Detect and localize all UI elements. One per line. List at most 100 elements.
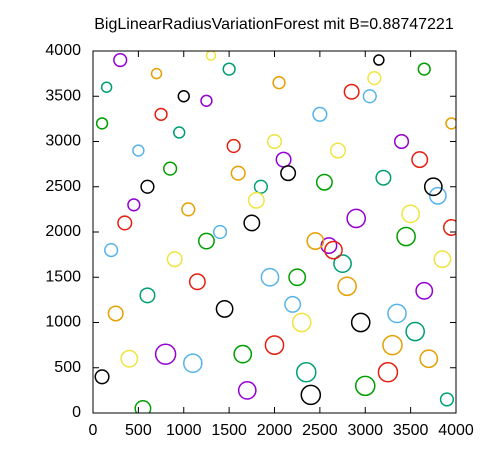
x-tick-label: 3000	[347, 422, 383, 439]
y-tick-label: 3000	[45, 133, 81, 150]
x-tick-label: 1500	[211, 422, 247, 439]
circle	[393, 133, 410, 150]
circle	[405, 321, 425, 342]
circle	[247, 191, 265, 209]
circle	[443, 219, 456, 236]
plot-frame	[92, 50, 457, 414]
circle	[94, 369, 110, 385]
circle	[291, 312, 312, 333]
circle	[183, 353, 203, 374]
circle	[205, 51, 217, 61]
circle	[354, 375, 376, 397]
circle	[350, 312, 371, 333]
circle	[100, 81, 113, 93]
circle	[337, 276, 357, 297]
circle	[166, 251, 183, 268]
circle	[120, 349, 139, 368]
circle	[233, 344, 253, 364]
circle	[411, 151, 429, 169]
circle	[132, 144, 145, 157]
circle	[197, 232, 215, 250]
circle	[330, 142, 347, 159]
circle	[95, 117, 109, 130]
circle	[222, 62, 236, 76]
circle	[295, 361, 317, 383]
circle	[417, 62, 431, 76]
circle	[188, 273, 206, 291]
circle	[324, 240, 343, 260]
chart-title: BigLinearRadiusVariationForest mit B=0.8…	[94, 16, 454, 33]
y-tick-label: 1000	[45, 314, 81, 331]
circle	[266, 133, 283, 150]
circle	[333, 254, 352, 274]
x-tick-label: 4000	[438, 422, 474, 439]
circle	[312, 106, 328, 122]
x-tick-label: 0	[89, 422, 98, 439]
x-tick-label: 3500	[393, 422, 429, 439]
circle	[387, 303, 407, 324]
circle	[200, 94, 213, 107]
circle	[375, 169, 392, 186]
circle	[230, 165, 246, 181]
y-tick-label: 0	[72, 404, 81, 421]
circle	[401, 204, 420, 224]
circle	[346, 208, 366, 229]
circle	[173, 126, 186, 139]
circle	[362, 89, 377, 104]
circle	[415, 281, 434, 300]
circle	[134, 400, 152, 413]
circle	[104, 242, 119, 258]
circle	[377, 361, 399, 383]
circle	[367, 71, 382, 86]
circle	[264, 335, 285, 355]
circle	[237, 381, 257, 400]
circle	[343, 83, 360, 100]
circle	[226, 138, 241, 154]
plot-area	[94, 51, 456, 413]
circle	[113, 52, 128, 68]
circle	[212, 224, 228, 240]
x-tick-label: 500	[125, 422, 152, 439]
x-tick-label: 2000	[257, 422, 293, 439]
circle	[127, 198, 141, 212]
circle	[177, 90, 190, 103]
circle	[215, 300, 234, 318]
y-tick-label: 500	[54, 359, 81, 376]
circle	[419, 349, 439, 369]
y-tick-label: 4000	[45, 42, 81, 59]
x-tick-label: 2500	[302, 422, 338, 439]
circle	[150, 67, 163, 80]
circle	[107, 305, 124, 322]
y-tick-label: 2500	[45, 178, 81, 195]
circle	[260, 267, 280, 287]
circle	[306, 232, 325, 250]
circle	[163, 161, 178, 176]
circle	[439, 392, 455, 407]
circle	[300, 384, 322, 406]
circle	[423, 177, 443, 197]
circle	[373, 54, 385, 66]
circle	[428, 186, 447, 205]
circle	[382, 334, 403, 356]
x-tick-label: 1000	[166, 422, 202, 439]
circle	[272, 76, 286, 90]
circle	[140, 179, 155, 194]
circle	[139, 287, 156, 304]
circle	[284, 295, 302, 313]
y-tick-label: 1500	[45, 268, 81, 285]
circle	[288, 268, 307, 287]
y-tick-label: 3500	[45, 87, 81, 104]
circle	[154, 107, 168, 121]
circle	[445, 117, 456, 130]
circle	[396, 226, 416, 247]
circle	[154, 343, 177, 365]
circle	[280, 165, 297, 182]
circle	[315, 173, 333, 191]
circle	[243, 214, 261, 232]
circle	[117, 215, 133, 231]
circle	[433, 250, 452, 269]
circle	[253, 179, 268, 194]
circle	[275, 151, 292, 168]
circle	[181, 202, 196, 217]
